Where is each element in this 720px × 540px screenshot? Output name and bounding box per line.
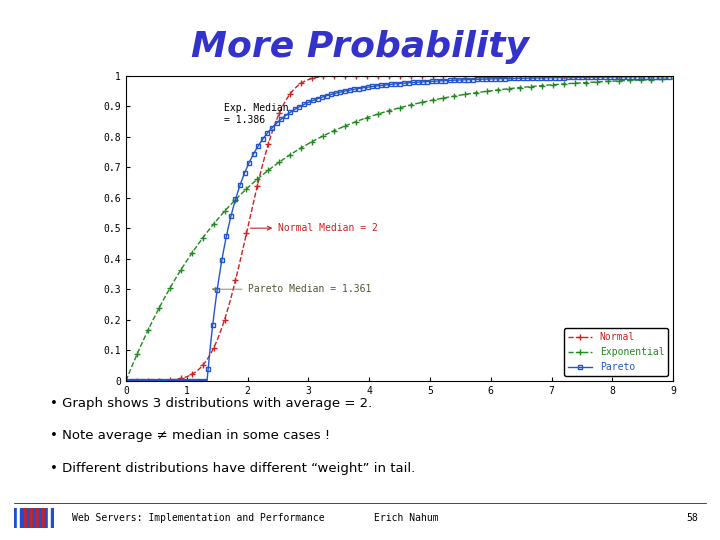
Pareto	[355, 85, 364, 92]
Line: Exponential: Exponential	[123, 76, 676, 383]
Bar	[48, 508, 51, 528]
Bar	[39, 508, 42, 528]
Line: Normal: Normal	[123, 73, 676, 383]
Exponential	[184, 255, 193, 261]
Normal	[184, 373, 193, 379]
Exponential	[669, 76, 678, 82]
Pareto	[658, 73, 667, 80]
Normal	[331, 72, 340, 79]
Text: Pareto Median = 1.361: Pareto Median = 1.361	[212, 284, 371, 294]
Bar	[20, 508, 24, 528]
Exponential	[331, 127, 340, 133]
Bar	[45, 508, 48, 528]
Text: 58: 58	[687, 514, 698, 523]
Normal	[122, 377, 130, 384]
Normal	[217, 327, 225, 334]
Bar	[36, 508, 39, 528]
Bar	[17, 508, 20, 528]
Text: • Graph shows 3 distributions with average = 2.: • Graph shows 3 distributions with avera…	[50, 397, 373, 410]
Bar	[42, 508, 45, 528]
Normal	[599, 72, 608, 79]
Normal	[355, 72, 364, 79]
Text: More Probability: More Probability	[191, 30, 529, 64]
Bar	[27, 508, 30, 528]
Exponential	[599, 78, 608, 85]
Bar	[24, 508, 27, 528]
Exponential	[658, 76, 667, 83]
Exponential	[122, 377, 130, 384]
Line: Pareto: Pareto	[124, 75, 675, 383]
Text: Web Servers: Implementation and Performance: Web Servers: Implementation and Performa…	[72, 514, 325, 523]
Pareto	[669, 73, 678, 80]
Pareto	[599, 74, 608, 80]
Normal	[669, 72, 678, 79]
Pareto	[217, 262, 225, 269]
Text: • Note average ≠ median in some cases !: • Note average ≠ median in some cases !	[50, 429, 330, 442]
Pareto	[184, 377, 193, 384]
Normal	[658, 72, 667, 79]
Pareto	[331, 90, 340, 97]
Bar	[32, 508, 36, 528]
Bar	[51, 508, 54, 528]
Text: Erich Nahum: Erich Nahum	[374, 514, 439, 523]
Text: Normal Median = 2: Normal Median = 2	[251, 223, 378, 233]
Legend: Normal, Exponential, Pareto: Normal, Exponential, Pareto	[564, 328, 668, 376]
Pareto	[122, 377, 130, 384]
Bar	[30, 508, 32, 528]
Normal	[470, 72, 479, 79]
Text: • Different distributions have different “weight” in tail.: • Different distributions have different…	[50, 462, 415, 475]
Bar	[14, 508, 17, 528]
Exponential	[217, 212, 225, 219]
Text: Exp. Median
= 1.386: Exp. Median = 1.386	[225, 103, 289, 125]
Exponential	[355, 117, 364, 124]
